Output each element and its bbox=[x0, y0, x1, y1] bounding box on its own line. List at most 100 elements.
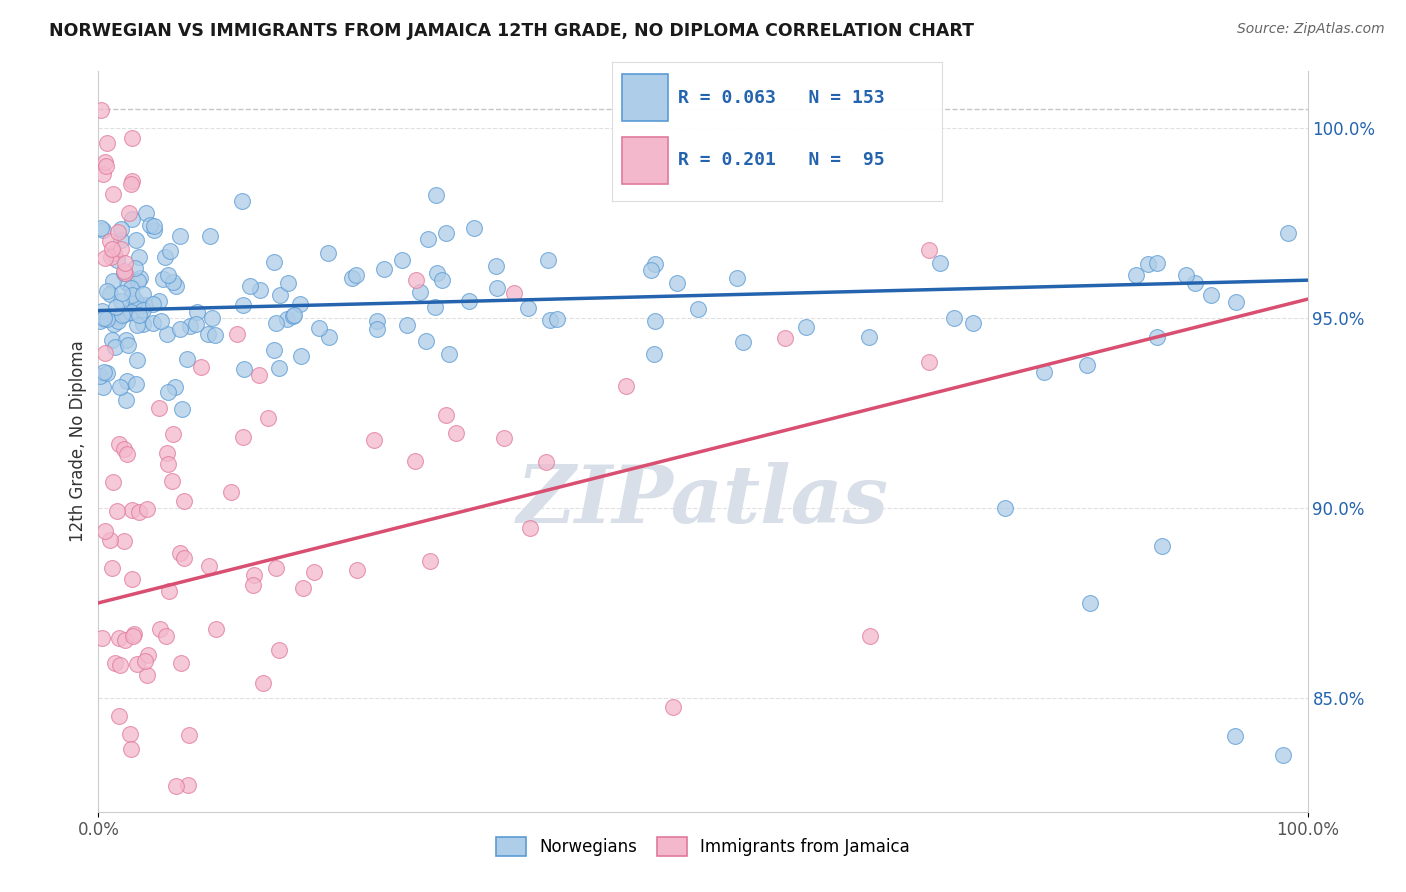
Point bbox=[232, 298, 254, 312]
Point bbox=[363, 434, 385, 448]
Point bbox=[665, 276, 688, 290]
Point bbox=[115, 447, 138, 461]
Point bbox=[121, 174, 143, 188]
Point bbox=[101, 243, 124, 257]
Point bbox=[247, 368, 270, 382]
Point bbox=[125, 352, 148, 367]
Point bbox=[492, 431, 515, 445]
Text: R = 0.063   N = 153: R = 0.063 N = 153 bbox=[678, 88, 884, 107]
Point bbox=[204, 327, 226, 342]
Point bbox=[179, 318, 201, 333]
Point bbox=[858, 329, 880, 343]
Point bbox=[117, 338, 139, 352]
Point bbox=[117, 276, 139, 290]
Point bbox=[160, 474, 183, 488]
Point bbox=[283, 309, 305, 323]
Point bbox=[859, 629, 882, 643]
Point bbox=[165, 779, 187, 793]
Point bbox=[519, 520, 541, 534]
Point bbox=[100, 287, 122, 301]
Point bbox=[1033, 365, 1056, 379]
Point bbox=[156, 457, 179, 471]
Point bbox=[121, 502, 143, 516]
Point bbox=[190, 360, 212, 375]
Point bbox=[101, 274, 124, 288]
Point bbox=[142, 316, 165, 330]
Point bbox=[111, 285, 134, 300]
Point bbox=[643, 347, 665, 361]
Point bbox=[644, 314, 666, 328]
Point bbox=[136, 668, 159, 682]
Point bbox=[1184, 276, 1206, 290]
Point bbox=[425, 300, 447, 314]
Point bbox=[100, 250, 122, 264]
Point bbox=[156, 384, 179, 399]
Point bbox=[503, 286, 526, 301]
Point bbox=[537, 252, 560, 267]
Point bbox=[1272, 747, 1295, 762]
Point bbox=[434, 408, 457, 422]
Point bbox=[269, 643, 291, 657]
Point bbox=[90, 631, 112, 645]
Point bbox=[149, 623, 172, 637]
Point bbox=[108, 437, 131, 451]
Point bbox=[132, 317, 155, 331]
Point bbox=[1225, 294, 1247, 309]
Point bbox=[165, 380, 187, 394]
Point bbox=[142, 297, 165, 311]
Point bbox=[107, 225, 129, 239]
Point bbox=[120, 177, 142, 191]
Point bbox=[134, 654, 156, 668]
Point bbox=[114, 633, 136, 648]
Point bbox=[91, 379, 114, 393]
Point bbox=[177, 778, 200, 792]
Point bbox=[416, 232, 439, 246]
Point bbox=[308, 321, 330, 335]
Point bbox=[534, 455, 557, 469]
Point bbox=[128, 505, 150, 519]
Point bbox=[231, 194, 253, 208]
Point bbox=[373, 262, 395, 277]
Point bbox=[994, 500, 1017, 515]
Point bbox=[115, 393, 138, 408]
Point bbox=[121, 629, 143, 643]
Point bbox=[156, 446, 179, 460]
Point bbox=[346, 563, 368, 577]
Point bbox=[773, 331, 796, 345]
Point bbox=[157, 584, 180, 599]
Legend: Norwegians, Immigrants from Jamaica: Norwegians, Immigrants from Jamaica bbox=[489, 830, 917, 863]
Point bbox=[269, 288, 291, 302]
Point bbox=[121, 211, 143, 226]
Point bbox=[731, 334, 754, 349]
Point bbox=[197, 327, 219, 342]
Point bbox=[942, 310, 965, 325]
Point bbox=[94, 346, 117, 360]
Point bbox=[152, 272, 174, 286]
Point bbox=[1152, 539, 1174, 553]
Point bbox=[120, 741, 142, 756]
Point bbox=[122, 297, 145, 311]
Point bbox=[149, 314, 172, 328]
Point bbox=[1223, 729, 1246, 743]
Point bbox=[135, 502, 157, 516]
Point bbox=[112, 442, 135, 456]
Point bbox=[1078, 596, 1101, 610]
Point bbox=[169, 546, 191, 560]
Point bbox=[104, 340, 127, 354]
Point bbox=[344, 268, 367, 282]
Point bbox=[135, 206, 157, 220]
Text: Source: ZipAtlas.com: Source: ZipAtlas.com bbox=[1237, 22, 1385, 37]
Point bbox=[169, 656, 191, 670]
Point bbox=[172, 401, 194, 416]
Point bbox=[201, 310, 224, 325]
Point bbox=[115, 374, 138, 388]
Point bbox=[121, 288, 143, 302]
Point bbox=[179, 728, 201, 742]
Point bbox=[118, 206, 141, 220]
Point bbox=[404, 454, 426, 468]
Point bbox=[263, 343, 285, 358]
Point bbox=[686, 302, 709, 317]
Point bbox=[291, 581, 314, 595]
Point bbox=[155, 629, 177, 643]
Point bbox=[432, 273, 454, 287]
